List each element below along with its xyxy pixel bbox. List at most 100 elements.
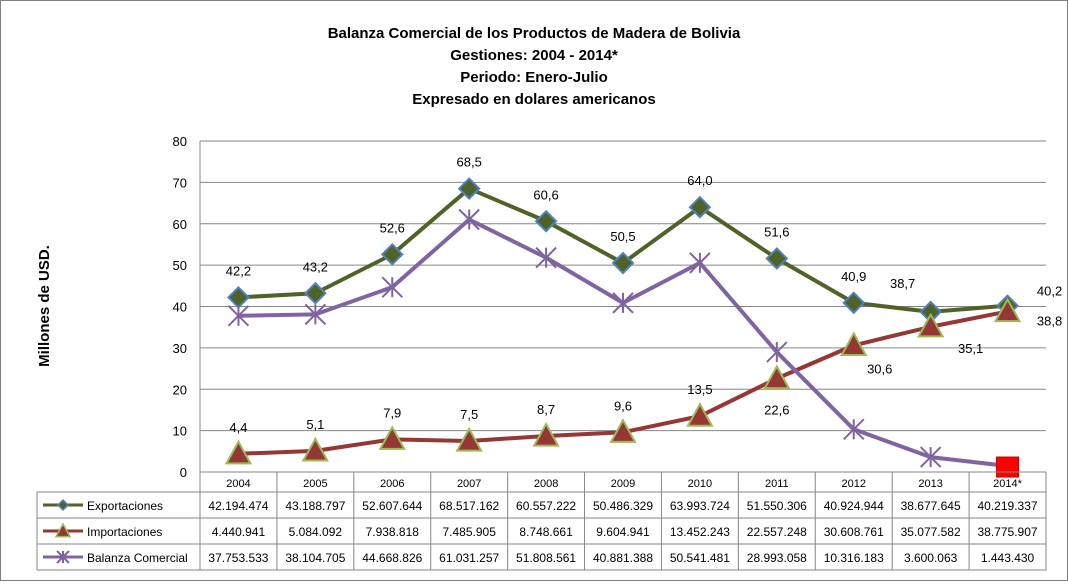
- table-cell: 35.077.582: [901, 525, 961, 539]
- category-label: 2011: [765, 478, 789, 490]
- balanza-marker: [227, 305, 250, 327]
- exportaciones-marker: [303, 281, 327, 305]
- exportaciones-data-label: 42,2: [226, 263, 251, 278]
- table-cell: 37.753.533: [208, 551, 268, 565]
- category-label: 2010: [688, 478, 712, 490]
- exportaciones-marker: [227, 285, 250, 309]
- table-cell: 9.604.941: [596, 525, 650, 539]
- table-cell: 1.443.430: [981, 551, 1035, 565]
- balanza-marker: [766, 341, 788, 363]
- exportaciones-marker: [380, 242, 404, 266]
- importaciones-marker: [532, 421, 560, 447]
- y-axis-ticks: 0 10 20 30 40 50 60 70 80: [173, 134, 187, 480]
- table-series-name: Balanza Comercial: [87, 551, 188, 565]
- table-cell: 38.104.705: [285, 551, 345, 565]
- y-tick-label: 30: [173, 341, 187, 356]
- importaciones-data-label: 13,5: [687, 382, 712, 397]
- table-cell: 43.188.797: [285, 499, 345, 513]
- legend-marker: [56, 498, 70, 512]
- balanza-marker: [304, 303, 327, 326]
- table-cell: 13.452.243: [670, 525, 730, 539]
- balanza-marker: [612, 292, 634, 314]
- table-cell: 60.557.222: [516, 499, 576, 513]
- table-border: [36, 491, 1047, 571]
- importaciones-data-label: 30,6: [867, 361, 892, 376]
- table-cell: 50.486.329: [593, 499, 653, 513]
- importaciones-marker: [224, 439, 253, 465]
- legend-marker: [54, 522, 72, 538]
- category-label: 2005: [303, 478, 327, 490]
- table-cell: 38.677.645: [901, 499, 961, 513]
- title-line-4: Expresado en dolares americanos: [412, 91, 655, 108]
- table-cell: 4.440.941: [212, 525, 266, 539]
- exportaciones-marker: [534, 209, 558, 233]
- table-cell: 7.938.818: [366, 525, 420, 539]
- category-label: 2006: [380, 478, 404, 490]
- legend-key-importaciones: [43, 522, 83, 538]
- table-cell: 63.993.724: [670, 499, 730, 513]
- table-cell: 40.881.388: [593, 551, 653, 565]
- importaciones-marker: [763, 364, 791, 390]
- balanza-marker: [843, 418, 865, 441]
- exportaciones-marker: [688, 195, 712, 219]
- importaciones-marker: [455, 426, 483, 452]
- balanza-marker: [689, 252, 711, 274]
- balanza-last-point-marker: [996, 456, 1020, 478]
- category-label: 2014*: [993, 478, 1022, 490]
- exportaciones-marker: [611, 251, 635, 275]
- balanza-marker: [381, 276, 403, 298]
- importaciones-marker: [686, 402, 714, 427]
- importaciones-marker: [993, 297, 1022, 323]
- importaciones-data-label: 22,6: [764, 402, 789, 417]
- importaciones-marker: [916, 312, 945, 338]
- data-table: 2004 2005 2006 2007 2008 2009 2010 2011 2012 2013…: [36, 471, 1047, 571]
- y-tick-label: 40: [173, 300, 187, 315]
- y-tick-label: 70: [173, 175, 187, 190]
- category-label: 2007: [457, 478, 481, 490]
- balanza-marker: [535, 246, 557, 269]
- category-label: 2008: [534, 478, 558, 490]
- table-cell: 7.485.905: [442, 525, 496, 539]
- importaciones-marker: [378, 425, 406, 450]
- exportaciones-data-label: 64,0: [687, 173, 712, 188]
- y-tick-label: 10: [173, 424, 187, 439]
- table-cell: 30.608.761: [824, 525, 884, 539]
- exportaciones-data-label: 38,7: [890, 276, 915, 291]
- exportaciones-data-label: 40,9: [841, 269, 866, 284]
- table-cell: 44.668.826: [362, 551, 422, 565]
- importaciones-data-label: 4,4: [229, 420, 247, 435]
- table-series-name: Exportaciones: [87, 499, 163, 513]
- y-axis-label: Millones de USD.: [36, 245, 53, 367]
- table-series-name: Importaciones: [87, 525, 162, 539]
- table-cell: 50.541.481: [670, 551, 730, 565]
- table-cell: 40.219.337: [978, 499, 1038, 513]
- balanza-marker: [919, 446, 942, 468]
- table-cell: 8.748.661: [519, 525, 573, 539]
- title-line-1: Balanza Comercial de los Productos de Ma…: [328, 25, 741, 42]
- series-lines: [224, 177, 1022, 478]
- exportaciones-data-label: 52,6: [380, 220, 405, 235]
- category-label: 2012: [841, 478, 865, 490]
- title-line-2: Gestiones: 2004 - 2014*: [450, 47, 618, 64]
- table-cell: 38.775.907: [978, 525, 1038, 539]
- table-cell: 22.557.248: [747, 525, 807, 539]
- importaciones-data-label: 7,9: [383, 405, 401, 420]
- importaciones-marker: [301, 436, 330, 462]
- y-tick-label: 80: [173, 134, 187, 149]
- table-cell: 5.084.092: [289, 525, 343, 539]
- table-cell: 51.808.561: [516, 551, 576, 565]
- exportaciones-data-label: 43,2: [303, 259, 328, 274]
- y-tick-label: 50: [173, 258, 187, 273]
- title-line-3: Periodo: Enero-Julio: [460, 69, 608, 86]
- exportaciones-marker: [765, 247, 789, 270]
- table-cell: 68.517.162: [439, 499, 499, 513]
- legend-key-exportaciones: [43, 498, 83, 512]
- exportaciones-marker: [842, 291, 866, 315]
- y-tick-label: 20: [173, 382, 187, 397]
- importaciones-data-label: 38,8: [1037, 313, 1062, 328]
- exportaciones-marker: [457, 177, 481, 200]
- table-cell: 28.993.058: [747, 551, 807, 565]
- table-cell: 52.607.644: [362, 499, 422, 513]
